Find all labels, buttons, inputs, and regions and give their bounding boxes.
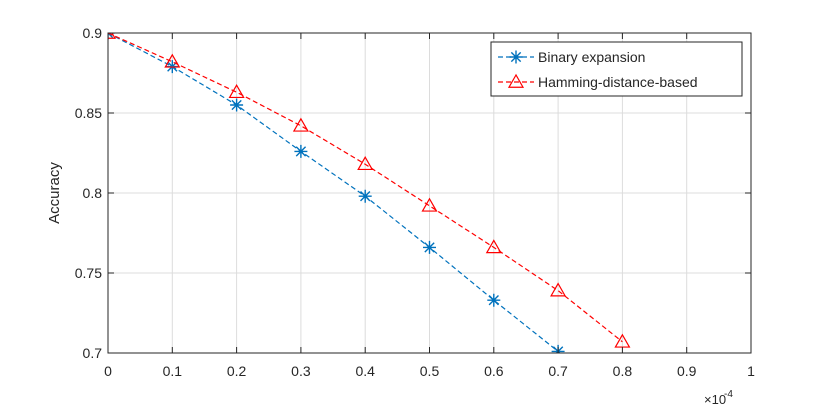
x-tick-label: 0.4 bbox=[355, 363, 375, 379]
data-point-binary-expansion bbox=[423, 240, 436, 254]
x-tick-label: 0.5 bbox=[420, 363, 440, 379]
series-line-hamming-distance-based bbox=[108, 33, 623, 343]
x-tick-label: 0.3 bbox=[291, 363, 311, 379]
y-tick-label: 0.85 bbox=[75, 105, 102, 121]
data-point-hamming-distance-based bbox=[292, 117, 309, 132]
x-tick-label: 1 bbox=[747, 363, 755, 379]
ticks: 0 0.1 0.2 0.3 0.4 0.5 0.6 0.7 0.8 0.9 1 0.7 0.75 0.8 0… bbox=[75, 25, 755, 379]
x-tick-label: 0.7 bbox=[548, 363, 568, 379]
data-point-binary-expansion-shape bbox=[423, 240, 436, 254]
data-point-hamming-distance-based bbox=[550, 282, 567, 297]
data-point-binary-expansion-shape bbox=[230, 98, 244, 112]
data-point-binary-expansion-shape bbox=[358, 189, 372, 203]
legend-label-hamming-distance-based: Hamming-distance-based bbox=[538, 74, 698, 90]
y-axis-label: Accuracy bbox=[46, 162, 63, 224]
x-tick-label: 0.8 bbox=[613, 363, 633, 379]
x-tick-label: 0.6 bbox=[484, 363, 504, 379]
x-exponent-power: -4 bbox=[724, 389, 733, 400]
data-point-hamming-distance-based bbox=[228, 83, 245, 99]
legend-marker-binary-expansion bbox=[509, 50, 523, 64]
legend-item-binary-expansion: Binary expansion bbox=[498, 49, 645, 65]
data-point-binary-expansion-shape bbox=[487, 293, 501, 307]
data-point-hamming-distance-based bbox=[164, 53, 181, 68]
data-point-binary-expansion bbox=[294, 144, 308, 158]
legend-label-binary-expansion: Binary expansion bbox=[538, 49, 645, 65]
x-exponent-base: ×10 bbox=[704, 392, 726, 407]
data-point-hamming-distance-based bbox=[485, 239, 502, 254]
legend-box bbox=[490, 41, 743, 97]
legend: Binary expansion Hamming-distance-based bbox=[490, 41, 743, 97]
x-axis-exponent: ×10 -4 bbox=[704, 389, 733, 407]
data-point-binary-expansion bbox=[487, 293, 501, 307]
x-tick-label: 0.9 bbox=[677, 363, 697, 379]
y-tick-label: 0.9 bbox=[83, 25, 103, 41]
y-tick-label: 0.75 bbox=[75, 265, 102, 281]
data-point-binary-expansion bbox=[358, 189, 372, 203]
legend-marker-shape-shape bbox=[509, 50, 523, 64]
x-tick-label: 0.2 bbox=[227, 363, 247, 379]
legend-marker-shape bbox=[509, 50, 523, 64]
y-tick-label: 0.7 bbox=[83, 345, 103, 361]
x-tick-label: 0.1 bbox=[163, 363, 183, 379]
x-tick-label: 0 bbox=[104, 363, 112, 379]
data-point-binary-expansion bbox=[230, 98, 244, 112]
legend-item-hamming-distance-based: Hamming-distance-based bbox=[498, 73, 698, 90]
legend-marker-shape bbox=[507, 73, 525, 88]
data-point-binary-expansion-shape bbox=[294, 144, 308, 158]
series-line-binary-expansion bbox=[108, 33, 559, 352]
y-tick-label: 0.8 bbox=[83, 185, 103, 201]
data-point-hamming-distance-based bbox=[357, 155, 374, 171]
legend-marker-hamming-distance-based bbox=[507, 73, 525, 88]
data-point-hamming-distance-based bbox=[421, 197, 438, 212]
